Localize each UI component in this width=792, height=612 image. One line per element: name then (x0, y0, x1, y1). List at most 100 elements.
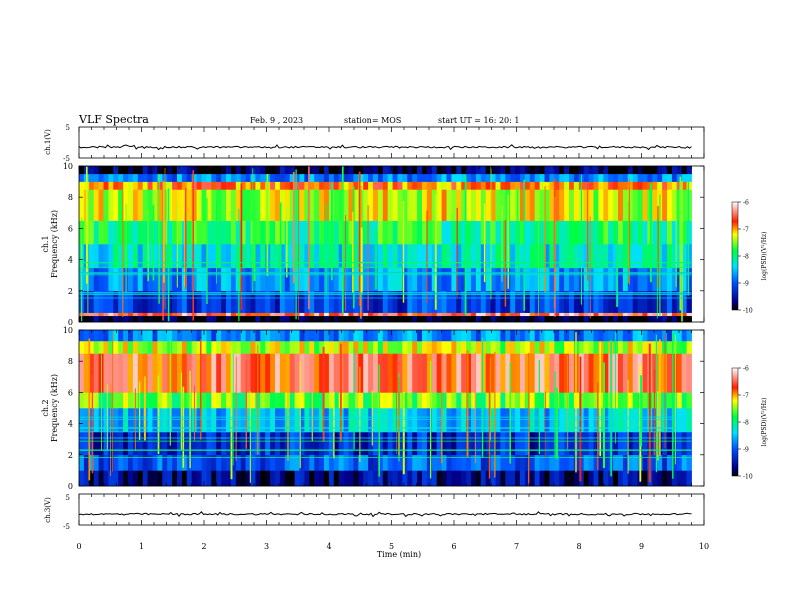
spectrogram-cell (397, 166, 403, 175)
spectrogram-cell (618, 392, 624, 409)
spectrogram-cell (265, 408, 271, 432)
spectrogram-cell (671, 353, 678, 393)
spectrogram-cell (446, 290, 452, 313)
spectrogram-cell (319, 290, 325, 313)
spectrogram-cell (177, 454, 183, 471)
spectrogram-cell (387, 181, 393, 190)
spectrogram-cell (534, 408, 540, 432)
spectrogram-cell (417, 312, 423, 317)
spectrogram-cell (662, 220, 668, 245)
spectrogram-cell (284, 312, 291, 317)
spectrogram-cell (177, 189, 183, 221)
spectrogram-cell (510, 408, 516, 432)
spectrogram-cell (495, 353, 501, 393)
spectrogram-cell (353, 454, 359, 471)
spectrogram-cell (314, 173, 320, 182)
spectrogram-cell (103, 470, 109, 487)
spectrogram-cell (186, 220, 193, 245)
spectrogram-cell (103, 431, 109, 456)
spectrogram-cell (348, 267, 354, 292)
spectrogram-cell (441, 244, 447, 268)
spectrogram-cell (436, 392, 442, 409)
spectrogram-cell (627, 290, 634, 313)
time-tick-label: 9 (639, 542, 644, 551)
spectrogram-cell (652, 454, 658, 471)
spectrogram-cell (412, 220, 418, 245)
spectrogram-cell (515, 454, 521, 471)
spectrogram-cell (304, 312, 310, 317)
spectrogram-cell (671, 340, 678, 354)
spectrogram-cell (201, 267, 207, 292)
spectrogram-cell (128, 470, 134, 487)
spectrogram-cell (490, 181, 496, 190)
colorbar-tick-label: -10 (743, 308, 753, 315)
spectrogram-cell (676, 189, 683, 221)
spectrogram-cell (564, 220, 570, 245)
spectrogram-cell (113, 470, 119, 487)
spectrogram-cell (201, 340, 207, 354)
spectrogram-cell (137, 312, 144, 317)
spectrogram-cell (480, 244, 487, 268)
spectrogram-cell (569, 431, 575, 456)
spectrogram-cell (608, 312, 614, 317)
spectrogram-cell (402, 166, 408, 175)
spectrogram-cell (113, 267, 119, 292)
spectrogram-cell (79, 181, 85, 190)
spectrogram-cell (275, 166, 281, 175)
ch2-spectrogram-ylabel-line1: ch.2 (41, 399, 50, 416)
spectrogram-cell (676, 431, 683, 456)
spectrogram-cell (113, 312, 119, 317)
time-tick-label: 2 (201, 542, 206, 551)
spectrogram-cell (289, 470, 295, 487)
spectrogram-cell (358, 315, 364, 323)
spectrogram-cell (466, 220, 472, 245)
spectrogram-cell (245, 315, 251, 323)
spectrogram-cell (196, 454, 202, 471)
spectrogram-cell (549, 353, 555, 393)
spectrogram-cell (529, 220, 536, 245)
spectrogram-cell (441, 353, 447, 393)
frequency-tick-label: 4 (68, 256, 73, 265)
spectrogram-cell (186, 244, 193, 268)
spectrogram-cell (177, 330, 183, 342)
spectrogram-cell (255, 181, 261, 190)
spectrogram-cell (152, 315, 158, 323)
time-axis-label: Time (min) (377, 550, 421, 559)
spectrogram-cell (113, 330, 119, 342)
spectrogram-cell (387, 220, 393, 245)
spectrogram-cell (201, 312, 207, 317)
spectrogram-cell (446, 181, 452, 190)
spectrogram-cell (681, 312, 687, 317)
spectrogram-cell (417, 330, 423, 342)
spectrogram-cell (98, 173, 104, 182)
spectrogram-cell (221, 267, 227, 292)
spectrogram-cell (544, 312, 550, 317)
spectrogram-cell (382, 312, 389, 317)
spectrogram-cell (368, 173, 374, 182)
spectrogram-cell (235, 181, 242, 190)
spectrogram-cell (137, 290, 144, 313)
spectrogram-cell (270, 392, 276, 409)
spectrogram-cell (270, 353, 276, 393)
spectrogram-cell (461, 330, 467, 342)
spectrogram-cell (397, 312, 403, 317)
spectrogram-cell (451, 220, 457, 245)
spectrogram-cell (505, 408, 511, 432)
spectrogram-cell (402, 353, 408, 393)
spectrogram-cell (226, 181, 232, 190)
spectrogram-cell (211, 392, 217, 409)
spectrogram-cell (618, 290, 624, 313)
spectrogram-cell (206, 340, 212, 354)
spectrogram-cell (235, 173, 242, 182)
ch1-spectrogram-ylabel-line2: Frequency (kHz) (50, 210, 59, 278)
spectrogram-cell (235, 353, 242, 393)
spectrogram-cell (520, 431, 526, 456)
spectrogram-cell (132, 315, 139, 323)
spectrogram-cell (642, 267, 648, 292)
spectrogram-cell (206, 267, 212, 292)
spectrogram-cell (490, 244, 496, 268)
spectrogram-cell (353, 470, 359, 487)
spectrogram-cell (353, 166, 359, 175)
spectrogram-cell (147, 340, 153, 354)
spectrogram-cell (647, 315, 653, 323)
